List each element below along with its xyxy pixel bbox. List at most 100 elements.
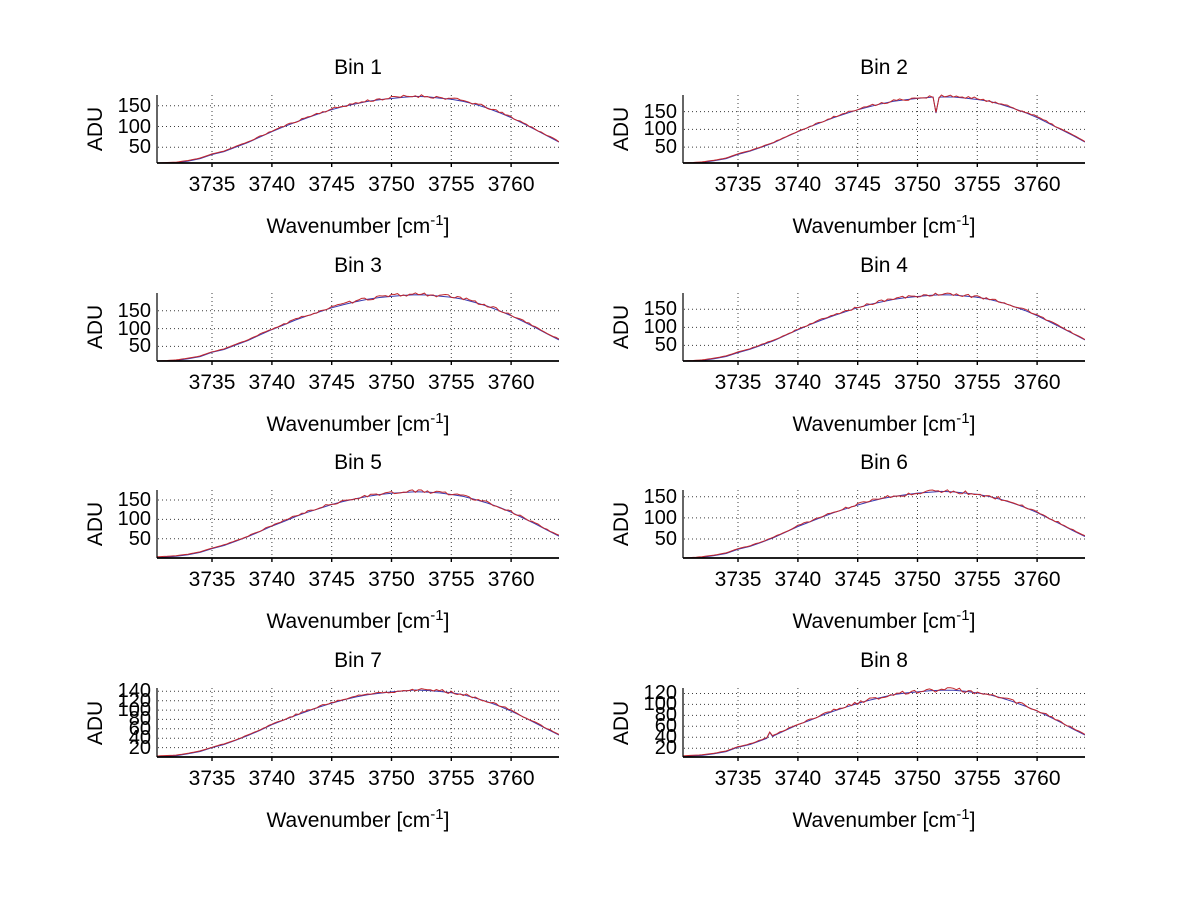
data-line-red bbox=[157, 94, 559, 163]
x-tick-label: 3745 bbox=[834, 173, 882, 196]
x-axis-label-close-bracket: ] bbox=[969, 809, 976, 832]
x-tick-label: 3755 bbox=[953, 173, 1001, 196]
y-tick-label: 40 bbox=[128, 727, 151, 750]
plot-area bbox=[156, 292, 559, 365]
subplot-title: Bin 1 bbox=[334, 56, 382, 79]
data-line-red bbox=[157, 688, 559, 757]
data-line-red bbox=[157, 292, 559, 361]
x-axis-label: Wavenumber [cm-1] bbox=[157, 803, 559, 833]
x-tick-label: 3760 bbox=[487, 767, 535, 790]
x-axis-label: Wavenumber [cm-1] bbox=[683, 209, 1085, 239]
y-tick-label: 20 bbox=[128, 736, 151, 759]
x-axis-label-superscript: -1 bbox=[956, 410, 970, 427]
x-tick-label: 3735 bbox=[714, 173, 762, 196]
plot-area bbox=[682, 489, 1085, 562]
y-tick-label: 100 bbox=[643, 118, 677, 141]
data-line-blue bbox=[158, 95, 559, 163]
y-tick-label: 100 bbox=[643, 316, 677, 339]
x-tick-label: 3745 bbox=[308, 568, 356, 591]
x-tick-label: 3745 bbox=[834, 371, 882, 394]
subplot-title: Bin 8 bbox=[860, 649, 908, 672]
data-line-blue bbox=[157, 491, 559, 558]
x-tick-label: 3745 bbox=[834, 767, 882, 790]
y-tick-label: 140 bbox=[117, 680, 151, 703]
x-tick-label: 3755 bbox=[953, 568, 1001, 591]
x-tick-label: 3750 bbox=[368, 371, 415, 394]
subplot-panel: Bin 2 ADU Wavenumber [cm-1] 50 100 150 3735… bbox=[568, 55, 1108, 245]
x-tick-label: 3760 bbox=[1013, 568, 1061, 591]
x-tick-label: 3760 bbox=[487, 371, 535, 394]
x-tick-label: 3740 bbox=[248, 371, 296, 394]
y-tick-label: 60 bbox=[128, 717, 151, 740]
x-tick-label: 3750 bbox=[894, 371, 941, 394]
x-tick-label: 3735 bbox=[714, 371, 762, 394]
y-tick-label: 100 bbox=[117, 508, 151, 531]
x-axis-label-text: Wavenumber [cm bbox=[266, 413, 431, 436]
x-axis-label-close-bracket: ] bbox=[969, 215, 976, 238]
x-axis-label-close-bracket: ] bbox=[969, 413, 976, 436]
y-tick-label: 100 bbox=[643, 693, 677, 716]
subplot-panel: Bin 1 ADU Wavenumber [cm-1] 50 100 150 3735… bbox=[42, 55, 582, 245]
x-tick-label: 3740 bbox=[774, 173, 822, 196]
x-tick-label: 3760 bbox=[487, 173, 535, 196]
y-tick-label: 50 bbox=[128, 136, 151, 159]
plot-area bbox=[682, 94, 1085, 167]
y-tick-label: 150 bbox=[117, 94, 151, 117]
y-tick-label: 20 bbox=[654, 737, 677, 760]
x-tick-label: 3735 bbox=[188, 568, 236, 591]
x-tick-label: 3750 bbox=[368, 568, 415, 591]
x-tick-label: 3750 bbox=[894, 767, 941, 790]
x-axis-label-superscript: -1 bbox=[956, 607, 970, 624]
x-axis-label-text: Wavenumber [cm bbox=[266, 215, 431, 238]
x-axis-label-text: Wavenumber [cm bbox=[792, 610, 957, 633]
subplot-title: Bin 3 bbox=[334, 254, 382, 277]
subplot-panel: Bin 6 ADU Wavenumber [cm-1] 50 100 150 3735… bbox=[568, 450, 1108, 640]
data-line-blue bbox=[684, 96, 1085, 163]
x-tick-label: 3760 bbox=[1013, 371, 1061, 394]
plot-area bbox=[156, 688, 559, 761]
y-tick-label: 120 bbox=[117, 689, 151, 712]
x-axis-label-superscript: -1 bbox=[430, 806, 444, 823]
x-tick-label: 3735 bbox=[188, 173, 236, 196]
y-tick-label: 150 bbox=[117, 299, 151, 322]
data-line-red bbox=[157, 489, 559, 558]
x-tick-label: 3735 bbox=[188, 767, 236, 790]
plot-area bbox=[682, 292, 1085, 365]
x-axis-label-close-bracket: ] bbox=[443, 215, 450, 238]
data-line-red bbox=[683, 94, 1085, 163]
x-axis-label: Wavenumber [cm-1] bbox=[683, 803, 1085, 833]
subplot-panel: Bin 3 ADU Wavenumber [cm-1] 50 100 150 3735… bbox=[42, 253, 582, 443]
x-axis-label-close-bracket: ] bbox=[443, 413, 450, 436]
x-tick-label: 3750 bbox=[894, 568, 941, 591]
x-axis-label-superscript: -1 bbox=[430, 607, 444, 624]
subplot-title: Bin 2 bbox=[860, 56, 908, 79]
subplot-panel: Bin 7 ADU Wavenumber [cm-1] 20 40 60 80 100 1… bbox=[42, 648, 582, 838]
y-tick-label: 50 bbox=[128, 527, 151, 550]
y-tick-label: 80 bbox=[128, 708, 151, 731]
y-tick-label: 120 bbox=[643, 682, 677, 705]
x-axis-label-text: Wavenumber [cm bbox=[266, 809, 431, 832]
x-tick-label: 3745 bbox=[308, 371, 356, 394]
x-tick-label: 3750 bbox=[368, 173, 415, 196]
x-tick-label: 3750 bbox=[368, 767, 415, 790]
y-tick-label: 50 bbox=[654, 136, 677, 159]
x-axis-label-superscript: -1 bbox=[430, 212, 444, 229]
x-tick-label: 3755 bbox=[953, 767, 1001, 790]
x-tick-label: 3735 bbox=[188, 371, 236, 394]
y-tick-label: 60 bbox=[654, 715, 677, 738]
x-tick-label: 3760 bbox=[1013, 173, 1061, 196]
x-tick-label: 3735 bbox=[714, 767, 762, 790]
x-tick-label: 3755 bbox=[427, 568, 475, 591]
x-tick-label: 3755 bbox=[953, 371, 1001, 394]
x-tick-label: 3740 bbox=[774, 767, 822, 790]
y-tick-label: 150 bbox=[643, 485, 677, 508]
y-tick-label: 100 bbox=[117, 115, 151, 138]
x-axis-label-close-bracket: ] bbox=[443, 610, 450, 633]
x-tick-label: 3745 bbox=[308, 173, 356, 196]
x-tick-label: 3740 bbox=[248, 767, 296, 790]
data-line-blue bbox=[684, 294, 1085, 361]
x-tick-label: 3740 bbox=[248, 568, 296, 591]
x-axis-label-close-bracket: ] bbox=[443, 809, 450, 832]
x-tick-label: 3755 bbox=[427, 767, 475, 790]
x-axis-label-superscript: -1 bbox=[956, 806, 970, 823]
